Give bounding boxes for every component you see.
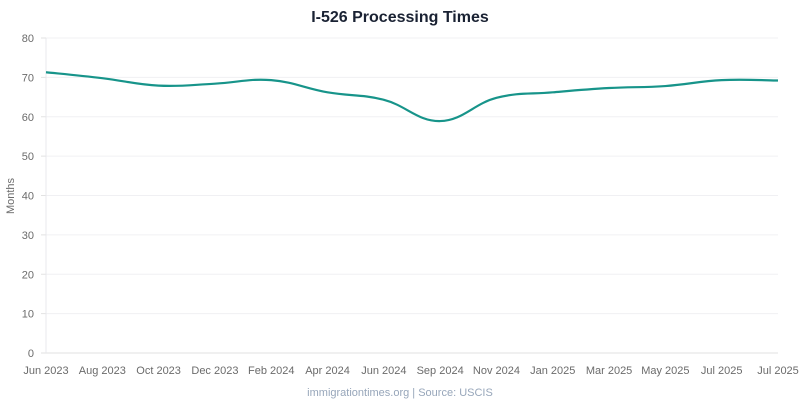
x-tick-label: Jul 2025 bbox=[701, 365, 743, 377]
y-tick-label: 70 bbox=[22, 72, 34, 84]
y-tick-label: 10 bbox=[22, 309, 34, 321]
y-tick-label: 40 bbox=[22, 191, 34, 203]
x-tick-label: Aug 2023 bbox=[79, 365, 126, 377]
y-tick-label: 80 bbox=[22, 33, 34, 45]
x-tick-label: Apr 2024 bbox=[305, 365, 350, 377]
y-axis-label: Months bbox=[5, 177, 17, 214]
x-tick-label: Sep 2024 bbox=[417, 365, 464, 377]
y-tick-label: 30 bbox=[22, 230, 34, 242]
y-tick-label: 0 bbox=[28, 348, 34, 360]
x-tick-label: Oct 2023 bbox=[136, 365, 181, 377]
x-tick-label: Nov 2024 bbox=[473, 365, 520, 377]
x-tick-label: Dec 2023 bbox=[191, 365, 238, 377]
x-axis: Jun 2023 Aug 2023 Oct 2023 Dec 2023 Feb 2024… bbox=[23, 365, 798, 377]
series-line bbox=[45, 71, 779, 123]
chart-title: I-526 Processing Times bbox=[311, 9, 489, 26]
source-footer: immigrationtimes.org | Source: USCIS bbox=[307, 387, 493, 399]
y-tick-label: 60 bbox=[22, 112, 34, 124]
gridlines bbox=[46, 37, 778, 354]
x-tick-label: Jul 2025 bbox=[757, 365, 799, 377]
y-tick-label: 20 bbox=[22, 269, 34, 281]
x-tick-label: Mar 2025 bbox=[586, 365, 632, 377]
y-tick-label: 50 bbox=[22, 151, 34, 163]
x-tick-label: Jun 2023 bbox=[23, 365, 68, 377]
x-tick-label: Jun 2024 bbox=[361, 365, 406, 377]
y-axis: 0 10 20 30 40 50 60 70 80 bbox=[22, 33, 47, 360]
x-tick-label: Jan 2025 bbox=[530, 365, 575, 377]
series-group bbox=[45, 71, 779, 123]
x-tick-label: May 2025 bbox=[641, 365, 689, 377]
x-tick-label: Feb 2024 bbox=[248, 365, 294, 377]
